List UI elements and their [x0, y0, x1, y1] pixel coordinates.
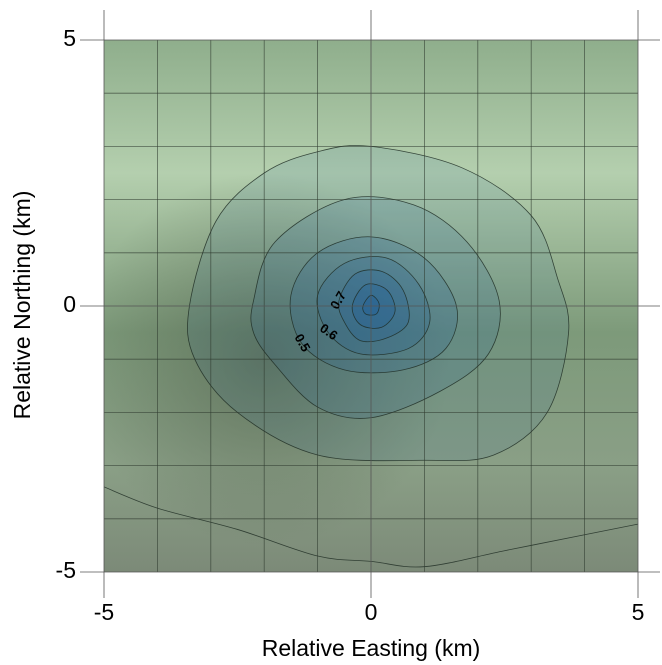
- x-tick-label: 0: [365, 599, 378, 625]
- y-tick-label: 5: [63, 25, 76, 51]
- x-tick-label: 5: [632, 599, 645, 625]
- chart: 0.50.60.7 -505-505 Relative Easting (km)…: [0, 0, 662, 665]
- x-axis-label: Relative Easting (km): [262, 635, 481, 661]
- x-tick-label: -5: [94, 599, 114, 625]
- y-tick-label: -5: [56, 557, 76, 583]
- y-tick-label: 0: [63, 291, 76, 317]
- y-axis-label: Relative Northing (km): [9, 191, 35, 420]
